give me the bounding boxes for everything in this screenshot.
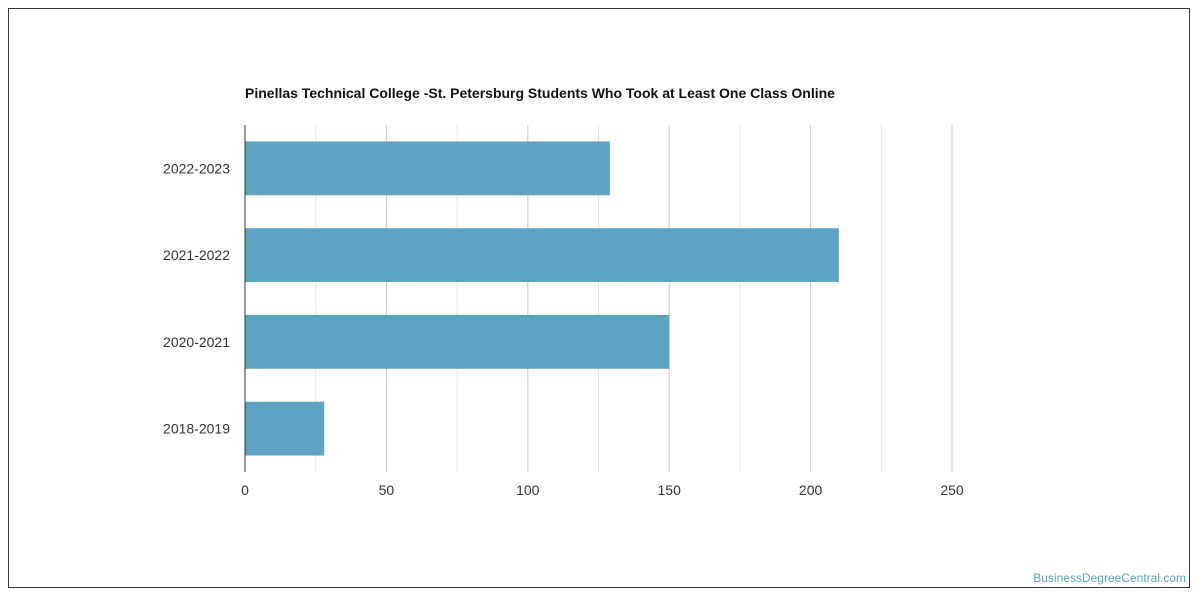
bar-2020-2021: [245, 314, 670, 369]
bar-2021-2022: [245, 228, 839, 283]
x-tick-label: 150: [658, 482, 682, 498]
category-label: 2020-2021: [163, 334, 230, 350]
x-tick-label: 100: [516, 482, 540, 498]
x-tick-label: 0: [241, 482, 249, 498]
category-label: 2018-2019: [163, 421, 230, 437]
bar-2018-2019: [245, 401, 325, 456]
source-credit: BusinessDegreeCentral.com: [1033, 571, 1186, 585]
x-tick-label: 200: [799, 482, 823, 498]
x-tick-label: 50: [379, 482, 395, 498]
category-label: 2021-2022: [163, 247, 230, 263]
bar-2022-2023: [245, 141, 610, 196]
x-tick-label: 250: [940, 482, 964, 498]
chart-title: Pinellas Technical College -St. Petersbu…: [245, 85, 835, 101]
category-label: 2022-2023: [163, 160, 230, 176]
